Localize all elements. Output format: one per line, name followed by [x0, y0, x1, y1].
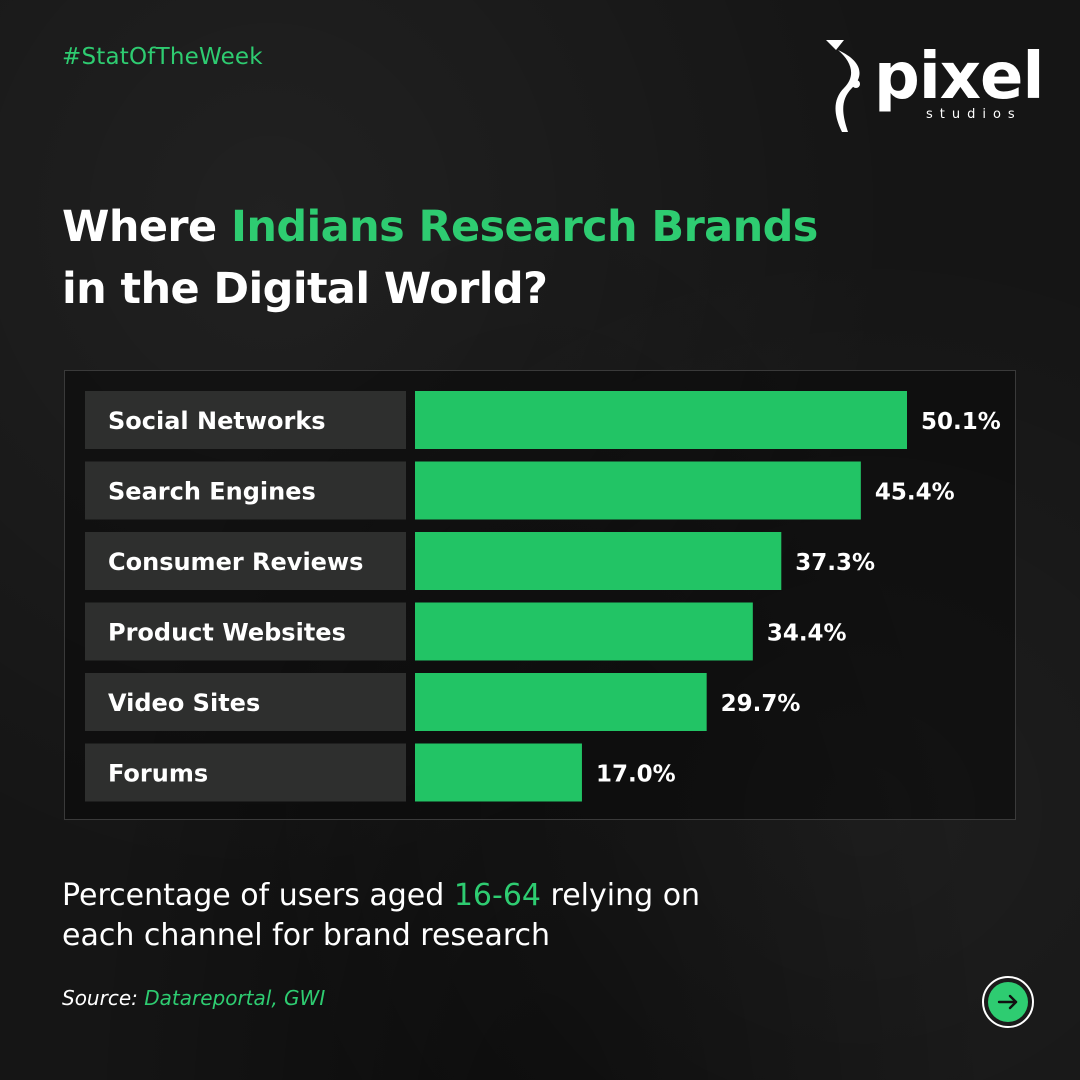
- bar-row: Video Sites 29.7%: [85, 673, 800, 731]
- logo-wordmark: pixel: [874, 40, 1044, 114]
- chart-caption: Percentage of users aged 16-64 relying o…: [62, 876, 700, 956]
- caption-line2: each channel for brand research: [62, 918, 551, 953]
- value-label: 45.4%: [875, 480, 955, 506]
- value-label: 34.4%: [767, 621, 847, 647]
- category-label: Forums: [108, 760, 208, 788]
- bar: [415, 602, 753, 661]
- source-value: Datareportal, GWI: [144, 986, 326, 1010]
- title-plain: Where: [62, 202, 231, 252]
- logo-subtext: studios: [926, 107, 1022, 122]
- bar: [415, 673, 707, 731]
- category-label-box: [85, 391, 406, 449]
- chart-frame: Social Networks 50.1% Search Engines 45.4% C…: [64, 370, 1016, 820]
- next-button[interactable]: [982, 976, 1034, 1028]
- bar: [415, 391, 907, 449]
- next-button-fill: [988, 982, 1028, 1022]
- value-label: 50.1%: [921, 409, 1001, 435]
- category-label-box: [85, 602, 406, 661]
- page-title: Where Indians Research Brands in the Dig…: [62, 196, 818, 320]
- bar-row: Search Engines 45.4%: [85, 461, 955, 520]
- source-credit: Source: Datareportal, GWI: [62, 986, 325, 1010]
- value-label: 29.7%: [721, 691, 801, 717]
- bar-row: Forums 17.0%: [85, 743, 676, 802]
- bar: [415, 532, 782, 590]
- logo-mark-icon: [826, 40, 860, 132]
- brand-logo: pixel studios: [822, 38, 1044, 136]
- bar: [415, 461, 861, 520]
- value-label: 37.3%: [795, 550, 875, 576]
- caption-part2: relying on: [541, 878, 701, 913]
- title-line2: in the Digital World?: [62, 264, 548, 314]
- caption-age-range: 16-64: [453, 878, 542, 913]
- bar-row: Product Websites 34.4%: [85, 602, 847, 661]
- category-label-box: [85, 532, 406, 590]
- bar-row: Social Networks 50.1%: [85, 391, 1001, 449]
- value-label: 17.0%: [596, 762, 676, 788]
- bar-chart: Social Networks 50.1%Search Engines 45.4%C…: [85, 391, 1001, 802]
- source-label: Source:: [62, 986, 145, 1010]
- category-label: Search Engines: [108, 478, 316, 506]
- hashtag: #StatOfTheWeek: [62, 44, 263, 70]
- category-label: Video Sites: [108, 689, 260, 717]
- category-label: Social Networks: [108, 407, 326, 435]
- bar-row: Consumer Reviews 37.3%: [85, 532, 875, 590]
- arrow-right-icon: [997, 994, 1018, 1010]
- bar: [415, 743, 582, 802]
- category-label: Product Websites: [108, 619, 346, 647]
- category-label-box: [85, 743, 406, 802]
- category-label-box: [85, 673, 406, 731]
- category-label-box: [85, 461, 406, 520]
- category-label: Consumer Reviews: [108, 548, 363, 576]
- title-accent: Indians Research Brands: [230, 202, 818, 252]
- caption-part1: Percentage of users aged: [62, 878, 454, 913]
